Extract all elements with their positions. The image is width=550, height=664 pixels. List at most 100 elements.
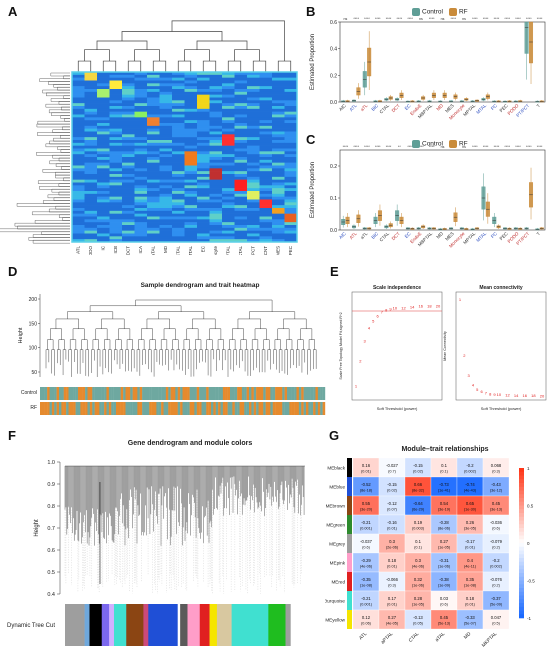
module-swatch — [347, 572, 352, 591]
trait-cell — [315, 387, 319, 400]
heatmap-cell — [159, 236, 173, 240]
heatmap-cell — [197, 134, 210, 138]
heatmap-cell — [159, 86, 173, 90]
heatmap-cell — [184, 72, 198, 76]
scale-cell — [519, 516, 524, 521]
module-label: MEpink — [330, 561, 346, 566]
heatmap-cell — [247, 123, 260, 127]
heatmap-cell — [172, 165, 185, 169]
heatmap-cell — [122, 128, 135, 132]
heatmap-cell — [222, 108, 235, 112]
heatmap-cell — [272, 154, 285, 158]
category-label: aTL — [359, 231, 368, 240]
category-label: CTAL — [379, 231, 391, 243]
heatmap-cell — [72, 210, 85, 214]
heatmap-cell — [222, 225, 235, 229]
heatmap-cell — [259, 86, 273, 90]
p-value: (0.6) — [492, 527, 501, 531]
trait-cell — [61, 387, 64, 400]
heatmap-cell — [109, 72, 123, 76]
heatmap-cell — [122, 108, 135, 112]
trait-cell — [73, 402, 76, 415]
heatmap-cell — [247, 162, 260, 166]
category-label: PEC — [499, 231, 510, 242]
heatmap-cell — [134, 91, 148, 95]
heatmap-cell — [184, 185, 198, 189]
heatmap-cell — [234, 165, 248, 169]
heatmap-cell — [97, 213, 110, 217]
trait-cell — [237, 387, 240, 400]
trait-cell — [265, 402, 269, 415]
module-color-segment — [216, 604, 232, 646]
heatmap-cell — [72, 142, 85, 146]
heatmap-cell — [259, 174, 273, 178]
trait-cell — [291, 387, 295, 400]
heatmap-cell — [247, 171, 260, 175]
heatmap-cell — [222, 117, 235, 121]
heatmap-cell — [234, 208, 248, 212]
heatmap-cell — [97, 202, 110, 206]
significance-label: ** — [398, 145, 401, 149]
heatmap-cell — [159, 117, 173, 121]
scale-cell — [519, 573, 524, 578]
heatmap-cell — [222, 205, 235, 209]
heatmap-cell — [284, 199, 298, 203]
heatmap-cell — [197, 140, 210, 144]
heatmap-cell — [272, 111, 285, 115]
heatmap-cell — [159, 191, 173, 195]
heatmap-cell — [172, 123, 185, 127]
correlation-value: -0.21 — [361, 596, 371, 601]
category-label: MD — [435, 231, 444, 240]
p-value: (2e-06) — [386, 546, 399, 550]
heatmap-cell — [84, 125, 98, 129]
heatmap-cell — [209, 168, 223, 172]
heatmap-cell — [72, 134, 85, 138]
heatmap-cell — [272, 185, 285, 189]
heatmap-cell — [122, 91, 135, 95]
heatmap-cell — [284, 227, 298, 231]
heatmap-cell — [122, 120, 135, 124]
heatmap-cell — [234, 148, 248, 152]
heatmap-cell — [134, 72, 148, 76]
heatmap-cell — [172, 171, 185, 175]
heatmap-cell — [247, 145, 260, 149]
heatmap-cell — [209, 191, 223, 195]
heatmap-cell — [97, 222, 110, 226]
correlation-value: 0.35 — [466, 577, 475, 582]
trait-cell — [168, 402, 171, 415]
category-label: ATL — [348, 103, 358, 113]
heatmap-cell — [259, 165, 273, 169]
heatmap-cell — [159, 77, 173, 81]
heatmap-cell — [109, 188, 123, 192]
significance-label: **** — [429, 17, 435, 21]
plot-frame — [339, 21, 546, 103]
heatmap-cell — [284, 208, 298, 212]
heatmap-cell — [272, 213, 285, 217]
heatmap-cell — [147, 94, 160, 98]
power-point: 4 — [368, 326, 371, 331]
heatmap-cell — [122, 208, 135, 212]
heatmap-cell — [134, 145, 148, 149]
heatmap-cell — [109, 236, 123, 240]
heatmap-cell — [209, 185, 223, 189]
heatmap-cell — [84, 165, 98, 169]
trait-cell — [170, 402, 174, 415]
trait-cell — [249, 402, 252, 415]
heatmap-cell — [197, 199, 210, 203]
heatmap-cell — [209, 159, 223, 163]
heatmap-cell — [222, 236, 235, 240]
heatmap-cell — [184, 97, 198, 101]
trait-cell — [306, 402, 309, 415]
y-tick-label: 50 — [31, 370, 37, 376]
heatmap-cell — [234, 83, 248, 87]
heatmap-cell — [197, 213, 210, 217]
heatmap-cell — [284, 179, 298, 183]
heatmap-cell — [84, 233, 98, 237]
heatmap-cell — [209, 148, 223, 152]
correlation-value: -0.066 — [386, 577, 399, 582]
heatmap-cell — [234, 125, 248, 129]
heatmap-cell — [159, 89, 173, 93]
heatmap-cell — [184, 106, 198, 110]
heatmap-cell — [72, 230, 85, 234]
significance-label: **** — [526, 145, 532, 149]
